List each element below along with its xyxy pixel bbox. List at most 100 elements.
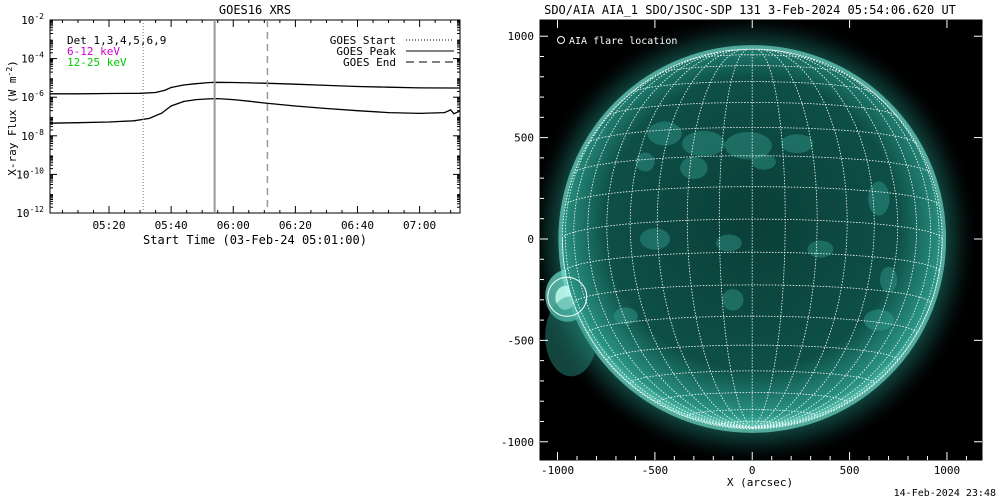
grid-line bbox=[718, 48, 753, 429]
aia-y-tick-labels: -1000 -500 0 500 1000 bbox=[501, 30, 534, 449]
goes-y-tick-label: 10-2 bbox=[21, 12, 44, 27]
legend-goes-end-label: GOES End bbox=[343, 56, 396, 69]
active-region bbox=[868, 181, 890, 216]
grid-line bbox=[606, 50, 753, 429]
aia-x-tick-label: 1000 bbox=[934, 464, 961, 477]
active-region bbox=[639, 228, 670, 250]
grid-line bbox=[751, 48, 786, 429]
goes-x-tick-label: 06:40 bbox=[341, 219, 374, 232]
goes-flux-point bbox=[183, 100, 185, 103]
aia-y-tick-label: 1000 bbox=[508, 30, 535, 43]
goes-flux-point bbox=[133, 120, 135, 122]
goes-flux-series-1 bbox=[50, 97, 460, 124]
limb-ring bbox=[558, 45, 947, 433]
goes-y-tick-label: 10-4 bbox=[21, 51, 44, 66]
goes-flux-point bbox=[207, 82, 209, 84]
goes-flux-point bbox=[450, 87, 452, 89]
aia-image-content bbox=[540, 20, 980, 460]
active-region bbox=[780, 134, 814, 154]
limb-grid-circle bbox=[561, 48, 943, 430]
active-regions bbox=[613, 121, 898, 331]
goes-axis-ticks bbox=[50, 19, 460, 214]
aia-x-tick-labels: -1000 -500 0 500 1000 bbox=[541, 464, 960, 477]
goes-flux-point bbox=[50, 93, 51, 95]
goes-flux-point bbox=[139, 92, 141, 94]
grid-line bbox=[629, 370, 875, 384]
goes-chart: GOES16 XRS 10-12 10-10 10-8 10-6 10-4 10-2 05… bbox=[5, 3, 461, 247]
goes-y-axis-label: X-ray Flux (W m-2) bbox=[5, 60, 19, 176]
goes-flux-point bbox=[419, 87, 421, 89]
goes-flux-point bbox=[263, 102, 265, 104]
aia-x-tick-label: -1000 bbox=[541, 464, 574, 477]
goes-x-axis-label: Start Time (03-Feb-24 05:01:00) bbox=[143, 233, 367, 247]
goes-flux-point bbox=[356, 85, 359, 88]
goes-flux-point bbox=[232, 99, 234, 101]
goes-y-tick-labels: 10-12 10-10 10-8 10-6 10-4 10-2 bbox=[16, 12, 44, 220]
goes-x-tick-label: 06:20 bbox=[279, 219, 312, 232]
goes-x-tick-labels: 05:20 05:40 06:00 06:20 06:40 07:00 bbox=[92, 219, 436, 232]
goes-flux-point bbox=[232, 81, 234, 84]
goes-flux-point bbox=[450, 109, 452, 111]
goes-flux-point bbox=[325, 107, 327, 110]
active-region bbox=[647, 121, 682, 146]
grid-line bbox=[656, 392, 848, 403]
active-region bbox=[724, 132, 772, 160]
aia-image-frame bbox=[539, 19, 983, 461]
goes-detector-info: Det 1,3,4,5,6,9 6-12 keV 12-25 keV bbox=[67, 34, 166, 69]
grid-line bbox=[659, 65, 846, 74]
active-region bbox=[722, 289, 744, 311]
goes-flux-point bbox=[183, 84, 185, 86]
goes-flux-point bbox=[217, 98, 219, 100]
aia-x-tick-label: 500 bbox=[840, 464, 860, 477]
goes-y-tick-label: 10-12 bbox=[16, 205, 44, 220]
grid-line bbox=[752, 49, 875, 429]
goes-flux-point bbox=[170, 105, 172, 107]
active-region bbox=[635, 152, 655, 172]
goes-flux-point bbox=[155, 91, 157, 94]
goes-flux-point bbox=[263, 82, 265, 84]
goes-y-tick-label: 10-10 bbox=[16, 166, 44, 181]
active-region bbox=[716, 234, 742, 252]
aia-image-chart: SDO/AIA AIA_1 SDO/JSOC-SDP 131 3-Feb-202… bbox=[501, 3, 983, 489]
goes-legend: GOES Start GOES Peak GOES End bbox=[330, 34, 454, 69]
legend-goes-start-label: GOES Start bbox=[330, 34, 396, 47]
goes-event-lines bbox=[142, 20, 269, 213]
grid-line bbox=[564, 76, 753, 429]
goes-flux-point bbox=[77, 93, 79, 95]
goes-flux-point bbox=[164, 89, 166, 91]
grid-line bbox=[752, 56, 932, 429]
footer-timestamp: 14-Feb-2024 23:48 bbox=[894, 488, 996, 499]
goes-flux-point bbox=[170, 86, 172, 89]
goes-flux-series-0 bbox=[50, 81, 460, 95]
active-region bbox=[879, 266, 898, 293]
goes-flux-point bbox=[294, 105, 296, 107]
grid-line bbox=[629, 49, 753, 429]
goes-x-tick-label: 06:00 bbox=[217, 219, 250, 232]
goes-flux-point bbox=[108, 121, 110, 123]
aia-x-tick-label: -500 bbox=[642, 464, 669, 477]
energy-band-12-25: 12-25 keV bbox=[67, 56, 127, 69]
flare-location-circle bbox=[547, 276, 588, 317]
goes-y-tick-label: 10-6 bbox=[21, 89, 44, 104]
grid-line bbox=[607, 102, 898, 117]
flare-legend-symbol bbox=[557, 36, 565, 44]
goes-flux-point bbox=[77, 122, 79, 124]
goes-flux-point bbox=[195, 83, 197, 85]
goes-x-tick-label: 05:20 bbox=[92, 219, 125, 232]
grid-line bbox=[631, 81, 874, 93]
goes-chart-title: GOES16 XRS bbox=[219, 3, 291, 17]
grid-line bbox=[726, 49, 779, 52]
goes-flux-point bbox=[419, 112, 421, 114]
goes-plot-frame bbox=[49, 19, 461, 214]
heliographic-grid bbox=[561, 48, 943, 430]
flare-legend-label: AIA flare location bbox=[569, 36, 677, 47]
goes-series-group bbox=[50, 81, 460, 124]
active-region bbox=[682, 130, 725, 157]
grid-line bbox=[606, 344, 899, 361]
goes-flux-point bbox=[453, 113, 455, 115]
grid-line bbox=[573, 56, 753, 429]
goes-flux-point bbox=[459, 110, 460, 112]
goes-flux-point bbox=[356, 110, 359, 112]
